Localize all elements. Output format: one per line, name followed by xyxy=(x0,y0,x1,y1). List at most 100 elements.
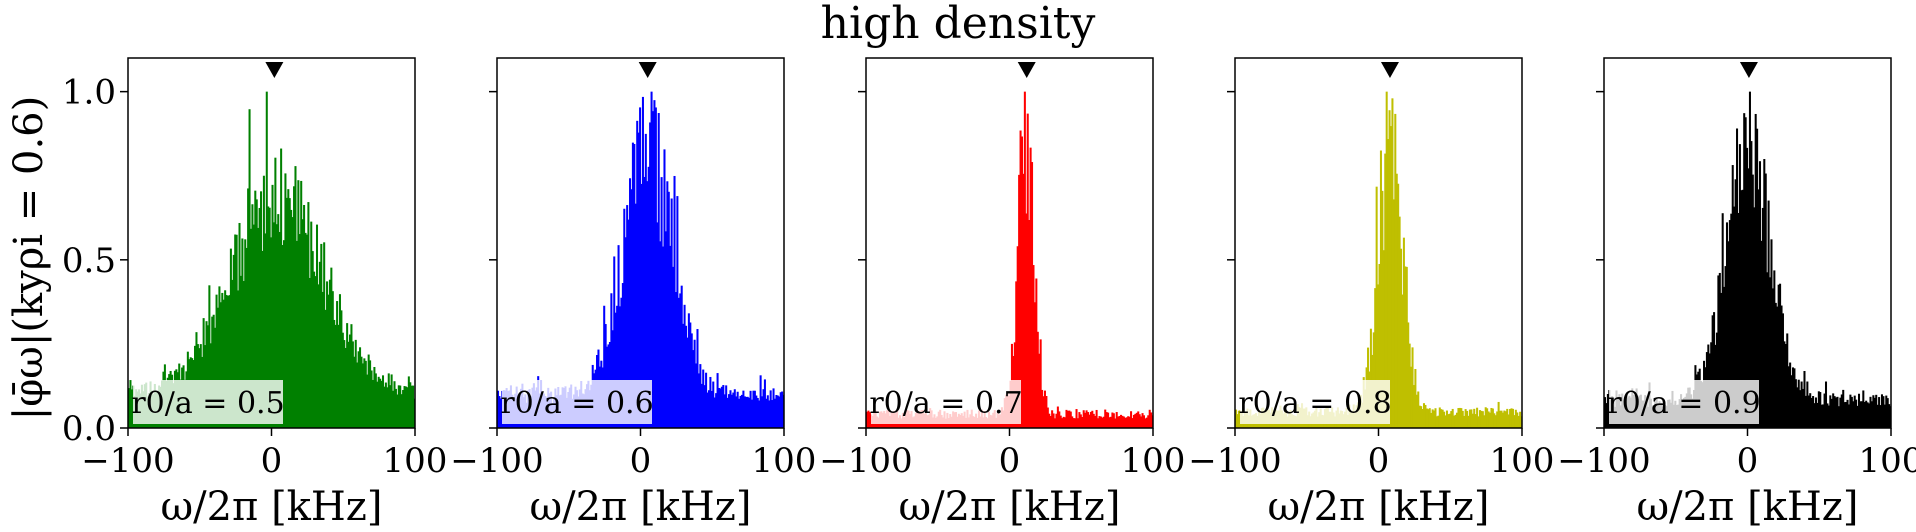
bar xyxy=(359,347,362,428)
bar xyxy=(1882,396,1885,428)
bar xyxy=(1878,397,1881,428)
bar xyxy=(1783,341,1786,428)
bar xyxy=(616,305,619,428)
bar xyxy=(1490,407,1493,428)
bar xyxy=(1124,417,1127,428)
bar xyxy=(1052,413,1055,428)
bar xyxy=(1760,240,1763,428)
bar xyxy=(1066,410,1069,428)
bar xyxy=(1855,399,1858,428)
bar xyxy=(1088,414,1091,428)
x-tick-label: 100 xyxy=(1490,441,1555,481)
bar xyxy=(1771,288,1774,428)
bar xyxy=(251,204,254,428)
bar xyxy=(1147,415,1150,428)
bar xyxy=(1763,159,1766,428)
bar xyxy=(1713,312,1716,428)
bar xyxy=(1043,390,1046,428)
bar xyxy=(341,332,344,428)
bar xyxy=(350,324,353,428)
bar xyxy=(719,388,722,428)
bar xyxy=(1876,404,1879,428)
bar xyxy=(1819,392,1822,428)
bar xyxy=(1431,409,1434,428)
bar xyxy=(1440,409,1443,428)
bar xyxy=(1769,277,1772,428)
bar xyxy=(729,390,732,428)
bar xyxy=(656,222,659,428)
bar xyxy=(407,376,410,428)
bar xyxy=(1051,410,1054,428)
bar xyxy=(1731,165,1734,428)
bar xyxy=(1791,367,1795,428)
bar xyxy=(683,304,686,428)
bar xyxy=(1802,388,1805,428)
bar xyxy=(1480,410,1483,428)
bar xyxy=(1507,414,1510,428)
bar xyxy=(705,372,708,428)
bar xyxy=(397,385,400,428)
bar xyxy=(238,222,241,428)
bar xyxy=(1812,396,1815,428)
bar xyxy=(617,245,620,428)
bar xyxy=(1773,270,1776,428)
bar xyxy=(626,205,629,428)
y-tick-label: 0.0 xyxy=(62,409,116,449)
bar xyxy=(684,325,688,428)
bar xyxy=(1434,408,1437,428)
bar xyxy=(735,396,738,428)
bar xyxy=(1150,412,1153,428)
bar xyxy=(634,203,637,428)
bar xyxy=(354,339,357,428)
bar xyxy=(699,364,702,428)
bar xyxy=(743,396,746,428)
bar xyxy=(1711,315,1714,428)
bar xyxy=(400,394,403,428)
bar xyxy=(765,398,768,428)
x-axis-label: ω/2π [kHz] xyxy=(1268,484,1490,530)
bar xyxy=(1756,128,1759,428)
bar xyxy=(1888,404,1891,428)
bar xyxy=(219,302,222,428)
x-tick-label: 0 xyxy=(261,441,283,481)
bar xyxy=(654,107,657,428)
bar xyxy=(1135,412,1138,428)
bar xyxy=(1405,266,1408,428)
bar xyxy=(722,385,725,428)
bar xyxy=(234,234,237,428)
bar xyxy=(703,385,706,428)
bar xyxy=(1056,406,1059,428)
bar xyxy=(1837,406,1840,428)
bar xyxy=(1744,117,1747,428)
bar xyxy=(305,234,308,428)
bar xyxy=(1865,400,1868,428)
bar xyxy=(1400,248,1403,428)
bar xyxy=(1720,292,1723,428)
bar xyxy=(318,261,321,428)
bar xyxy=(1031,162,1034,428)
bar xyxy=(308,277,311,428)
bar xyxy=(1509,408,1512,428)
subplot-1: −100 0 100 0.0 0.5 1.0 ω/2π [kHz] r0/a = 0.5 xyxy=(62,57,447,530)
bar xyxy=(237,290,240,428)
bar xyxy=(1718,272,1721,428)
bar xyxy=(1835,397,1838,428)
bar xyxy=(621,283,624,428)
bar xyxy=(1115,412,1118,428)
bar xyxy=(670,198,673,428)
bar xyxy=(381,375,385,428)
bar xyxy=(1374,288,1377,428)
bar xyxy=(290,209,293,428)
bar xyxy=(1466,410,1469,428)
bar xyxy=(1407,322,1410,428)
bar xyxy=(268,207,271,428)
bar xyxy=(641,96,644,428)
bar xyxy=(1071,416,1074,428)
bar xyxy=(1511,408,1514,428)
bar xyxy=(1886,398,1889,428)
bar xyxy=(1504,411,1507,428)
bar xyxy=(1020,136,1024,428)
bar xyxy=(1128,416,1131,428)
bar xyxy=(1148,409,1151,428)
